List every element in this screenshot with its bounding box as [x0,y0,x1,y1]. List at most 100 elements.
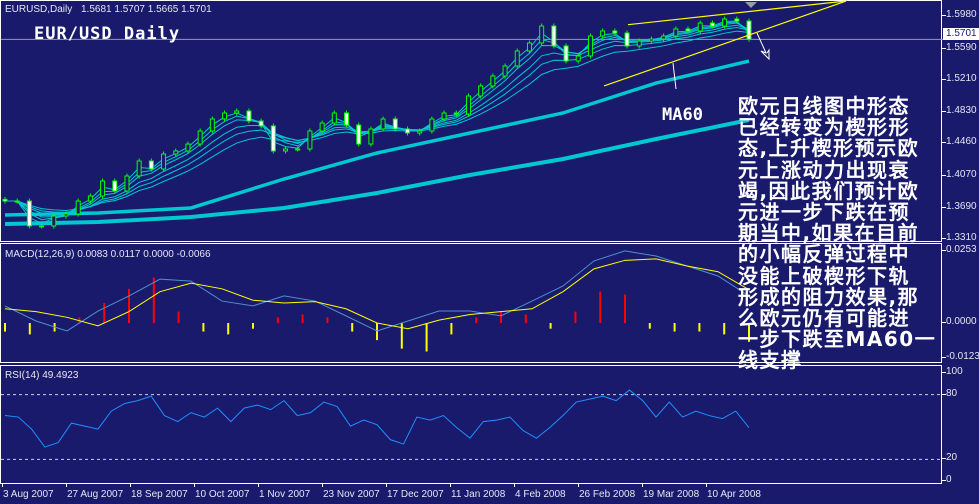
macd-histogram-bar [698,323,701,332]
axis-label: 1.3310 [946,232,977,244]
macd-chart [4,250,750,352]
axis-tick [942,357,946,359]
candle-body [39,225,45,228]
macd-histogram-bar [400,323,403,349]
symbol-info: EURUSD,Daily [5,4,73,15]
candle-body [222,112,228,120]
candle-body [185,143,191,152]
ma60-line [4,59,750,217]
macd-histogram-bar [326,317,329,323]
candle-body [404,128,410,134]
candle-body [575,55,581,62]
macd-histogram-bar [103,303,106,323]
candle-body [258,120,264,127]
macd-histogram-bar [128,288,130,323]
candle-body [417,130,423,134]
time-tick [2,483,3,487]
candle-body [465,95,471,115]
axis-label: 1.4830 [946,105,977,117]
candle-body [14,200,20,203]
candle-body [709,22,715,27]
wedge-lower-line [603,0,847,87]
chart-title: EUR/USD Daily [34,24,181,44]
time-tick [642,483,643,487]
main-price-pane[interactable]: EURUSD,Daily 1.5681 1.5707 1.5665 1.5701 [0,0,943,242]
current-price-label: 1.5701 [943,28,979,40]
macd-histogram-bar [276,317,279,323]
axis-tick [942,174,946,176]
time-tick [514,483,515,487]
time-label: 10 Apr 2008 [707,489,761,500]
time-label: 17 Dec 2007 [387,489,444,500]
macd-histogram-bar [152,277,155,323]
candle-body [453,112,459,115]
macd-signal-line [4,258,750,330]
macd-histogram-bar [599,291,602,323]
macd-histogram-bar [301,314,304,323]
macd-histogram-bar [549,323,552,329]
candle-body [587,35,593,57]
candle-body [526,42,532,52]
rsi-line [4,389,750,448]
axis-tick [942,249,946,251]
macd-histogram-bar [524,314,527,323]
candle-body [100,180,106,197]
macd-histogram-bar [227,323,230,335]
candle-body [148,160,154,170]
time-label: 4 Feb 2008 [515,489,566,500]
axis-label: 0 [946,474,952,485]
time-tick [66,483,67,487]
candle-body [173,150,179,155]
note-line: 欧元日线图中形态 [738,94,910,118]
rsi-pane[interactable]: RSI(14) 49.4923 [0,365,943,484]
candle-body [539,25,545,44]
macd-histogram-bar [28,323,31,335]
candle-body [307,130,313,150]
macd-histogram-bar [648,323,651,329]
note-line: 形成的阻力效果,那 [738,284,920,309]
axis-label: 100 [946,366,963,377]
time-label: 10 Oct 2007 [195,489,250,500]
candle-body [380,118,386,130]
axis-label: 1.4460 [946,136,977,148]
note-line: 已经转变为楔形形 [738,115,910,140]
rsi-title: RSI(14) 49.4923 [5,370,79,381]
note-line: 元上涨动力出现衰 [738,157,910,182]
macd-histogram-bar [252,323,254,329]
axis-label: 1.5980 [946,9,977,20]
macd-histogram-bar [78,317,81,323]
wedge-upper-line [627,0,847,26]
note-line: 线支撑 [738,348,803,373]
candle-body [197,130,203,145]
candle-body [75,200,81,215]
macd-histogram-bar [177,311,180,323]
time-tick [706,483,707,487]
time-label: 19 Mar 2008 [643,489,700,500]
time-label: 18 Sep 2007 [131,489,188,500]
macd-histogram-bar [4,323,6,332]
candle-body [697,22,703,32]
macd-pane[interactable]: MACD(12,26,9) 0.0083 0.0117 0.0000 -0.00… [0,243,942,363]
candle-body [124,175,130,192]
macd-histogram-bar [574,311,577,323]
macd-histogram-bar [202,323,205,332]
ma-long-line [4,118,750,227]
candle-body [356,124,362,145]
macd-histogram-bar [425,323,428,352]
time-tick [258,483,259,487]
macd-histogram-bar [475,317,478,323]
time-tick [578,483,579,487]
axis-tick [942,393,946,395]
axis-tick [942,480,946,481]
candle-body [87,195,93,202]
candle-body [209,118,215,132]
time-label: 11 Jan 2008 [451,489,506,500]
note-line: 竭,因此我们预计欧 [738,178,920,203]
analysis-note: 欧元日线图中形态 已经转变为楔形形 态,上升楔形预示欧 元上涨动力出现衰 竭,因此我们预… [738,94,938,373]
macd-histogram-bar [500,311,502,323]
candle-body [392,118,398,130]
axis-tick [942,15,946,16]
candle-body [502,65,508,77]
axis-label: 1.4070 [946,168,977,180]
candle-body [112,180,118,192]
